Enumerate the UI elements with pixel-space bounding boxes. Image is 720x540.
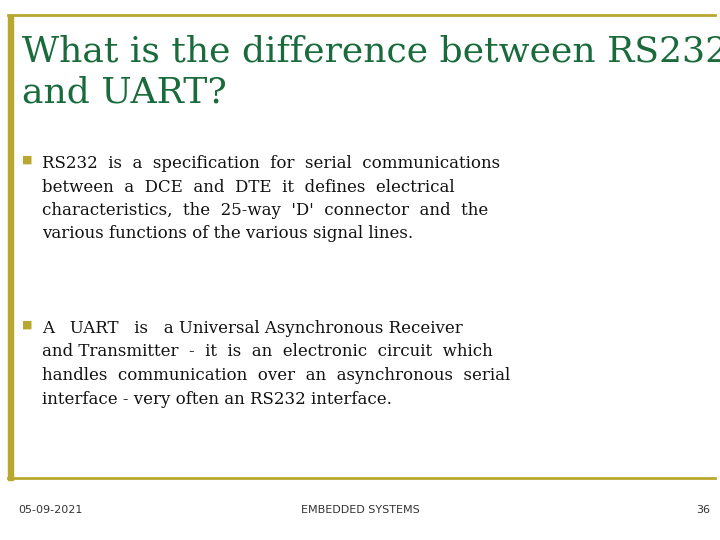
Text: A   UART   is   a Universal Asynchronous Receiver
and Transmitter  -  it  is  an: A UART is a Universal Asynchronous Recei… [42, 320, 510, 408]
Bar [8, 15, 13, 480]
Text: EMBEDDED SYSTEMS: EMBEDDED SYSTEMS [301, 505, 419, 515]
Text: What is the difference between RS232
and UART?: What is the difference between RS232 and… [22, 35, 720, 110]
Text: ■: ■ [22, 155, 32, 165]
Text: RS232  is  a  specification  for  serial  communications
between  a  DCE  and  D: RS232 is a specification for serial comm… [42, 155, 500, 242]
Text: 05-09-2021: 05-09-2021 [18, 505, 82, 515]
Text: ■: ■ [22, 320, 32, 330]
Text: 36: 36 [696, 505, 710, 515]
